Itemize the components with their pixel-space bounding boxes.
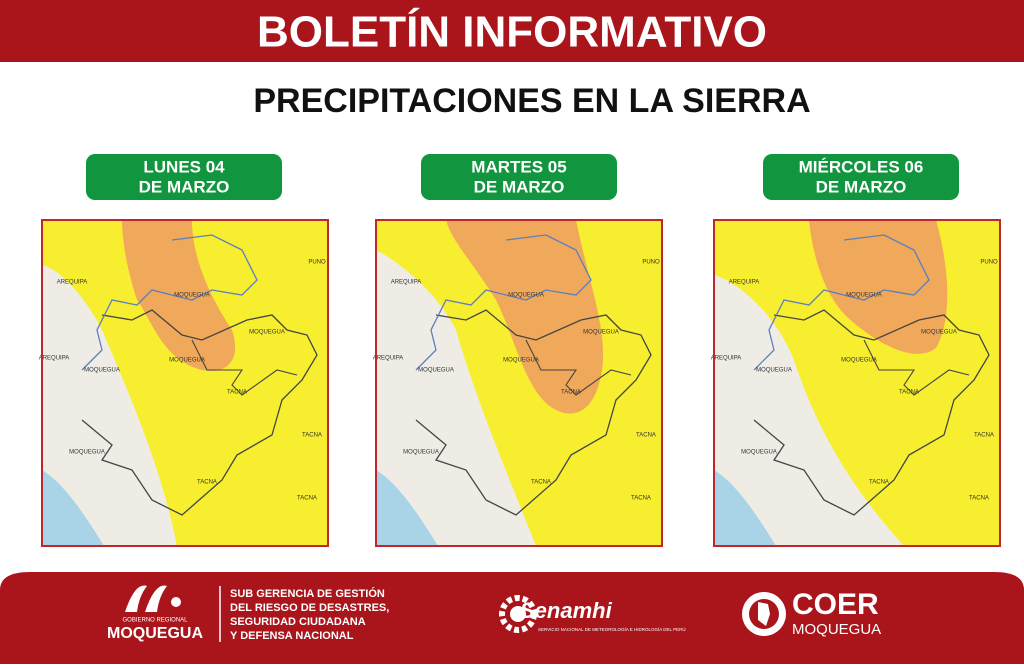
date-pill — [86, 154, 282, 200]
date-pill — [421, 154, 617, 200]
map-label: TACNA — [969, 496, 989, 502]
coer-sub: MOQUEGUA — [792, 621, 881, 638]
map-label: MOQUEGUA — [403, 450, 439, 456]
region-border — [191, 339, 298, 396]
map-label: MOQUEGUA — [503, 358, 539, 364]
map-label: MOQUEGUA — [84, 368, 120, 374]
map-label: PUNO — [980, 260, 998, 266]
senamhi-small: SERVICIO NACIONAL DE METEOROLOGÍA E HIDR… — [538, 626, 686, 632]
map: AREQUIPA MOQUEGUA PUNO MOQUEGUA MOQUEGUA AREQ… — [373, 219, 663, 547]
date-line: MIÉRCOLES 06 — [799, 157, 924, 176]
map-label: MOQUEGUA — [508, 293, 544, 299]
senamhi-logo — [499, 595, 537, 633]
map-label: TACNA — [197, 480, 217, 486]
sub-line: DEL RIESGO DE DESASTRES, — [230, 602, 389, 614]
map-label: TACNA — [974, 433, 994, 439]
map-label: MOQUEGUA — [846, 293, 882, 299]
map-label: MOQUEGUA — [741, 450, 777, 456]
map-label: MOQUEGUA — [841, 358, 877, 364]
header-bar — [0, 0, 1024, 62]
region-border — [81, 309, 318, 516]
sub-line: Y DEFENSA NACIONAL — [230, 630, 354, 642]
rain-zone-orange — [809, 220, 948, 354]
map-label: TACNA — [297, 496, 317, 502]
gore-name: MOQUEGUA — [107, 625, 203, 642]
map-label: AREQUIPA — [391, 280, 422, 286]
date-line: DE MARZO — [139, 177, 230, 196]
map-label: MOQUEGUA — [583, 330, 619, 336]
region-border — [415, 234, 592, 371]
title: BOLETÍN INFORMATIVO — [257, 7, 767, 57]
region-border — [863, 339, 970, 396]
rain-zone-orange — [446, 220, 604, 414]
region-border — [415, 309, 652, 516]
date-line: LUNES 04 — [143, 157, 225, 176]
gore-logo-dot — [171, 597, 181, 607]
rain-zone-yellow — [42, 220, 328, 546]
ocean — [376, 470, 438, 546]
coer-name: COER — [792, 588, 879, 621]
senamhi-name: Senamhi — [520, 598, 613, 623]
date-line: MARTES 05 — [471, 157, 566, 176]
map-label: MOQUEGUA — [174, 293, 210, 299]
map-frame — [41, 219, 329, 547]
region-border — [81, 234, 258, 371]
map-label: TACNA — [531, 480, 551, 486]
map-label: MOQUEGUA — [418, 368, 454, 374]
map: AREQUIPA MOQUEGUA PUNO MOQUEGUA MOQUEGUA AREQ… — [39, 219, 329, 547]
map-label: AREQUIPA — [39, 356, 70, 362]
map-label: TACNA — [631, 496, 651, 502]
map-label: MOQUEGUA — [69, 450, 105, 456]
date-line: DE MARZO — [816, 177, 907, 196]
ocean — [714, 470, 776, 546]
map-label: TACNA — [899, 390, 919, 396]
map-label: TACNA — [636, 433, 656, 439]
map-label: MOQUEGUA — [169, 358, 205, 364]
gore-small: GOBIERNO REGIONAL — [122, 618, 188, 624]
sub-line: SUB GERENCIA DE GESTIÓN — [230, 587, 385, 600]
map-label: MOQUEGUA — [249, 330, 285, 336]
gore-logo — [125, 585, 167, 612]
map-frame — [375, 219, 663, 547]
map: AREQUIPA MOQUEGUA PUNO MOQUEGUA MOQUEGUA AREQ… — [711, 219, 1001, 547]
senamhi-logo-core — [510, 606, 526, 622]
map-label: TACNA — [869, 480, 889, 486]
subtitle: PRECIPITACIONES EN LA SIERRA — [253, 82, 810, 120]
date-line: DE MARZO — [474, 177, 565, 196]
region-border — [525, 339, 632, 396]
region-border — [753, 234, 930, 371]
map-label: AREQUIPA — [711, 356, 742, 362]
map-label: MOQUEGUA — [921, 330, 957, 336]
region-border — [753, 309, 990, 516]
map-frame — [713, 219, 1001, 547]
map-label: PUNO — [308, 260, 326, 266]
map-label: PUNO — [642, 260, 660, 266]
date-pill — [763, 154, 959, 200]
map-label: AREQUIPA — [373, 356, 404, 362]
map-label: TACNA — [561, 390, 581, 396]
map-label: AREQUIPA — [729, 280, 760, 286]
map-label: MOQUEGUA — [756, 368, 792, 374]
map-label: TACNA — [227, 390, 247, 396]
rain-zone-orange — [122, 220, 236, 371]
ocean — [42, 470, 104, 546]
map-label: TACNA — [302, 433, 322, 439]
map-label: AREQUIPA — [57, 280, 88, 286]
sub-line: SEGURIDAD CIUDADANA — [230, 616, 366, 628]
coer-logo-map — [758, 602, 770, 626]
